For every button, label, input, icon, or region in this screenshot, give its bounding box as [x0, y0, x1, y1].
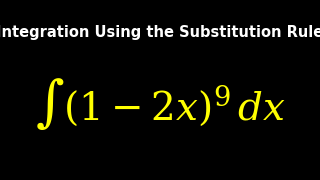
Text: $\int (1 - 2x)^{9}\, dx$: $\int (1 - 2x)^{9}\, dx$	[35, 76, 285, 132]
Text: Integration Using the Substitution Rule: Integration Using the Substitution Rule	[0, 25, 320, 40]
